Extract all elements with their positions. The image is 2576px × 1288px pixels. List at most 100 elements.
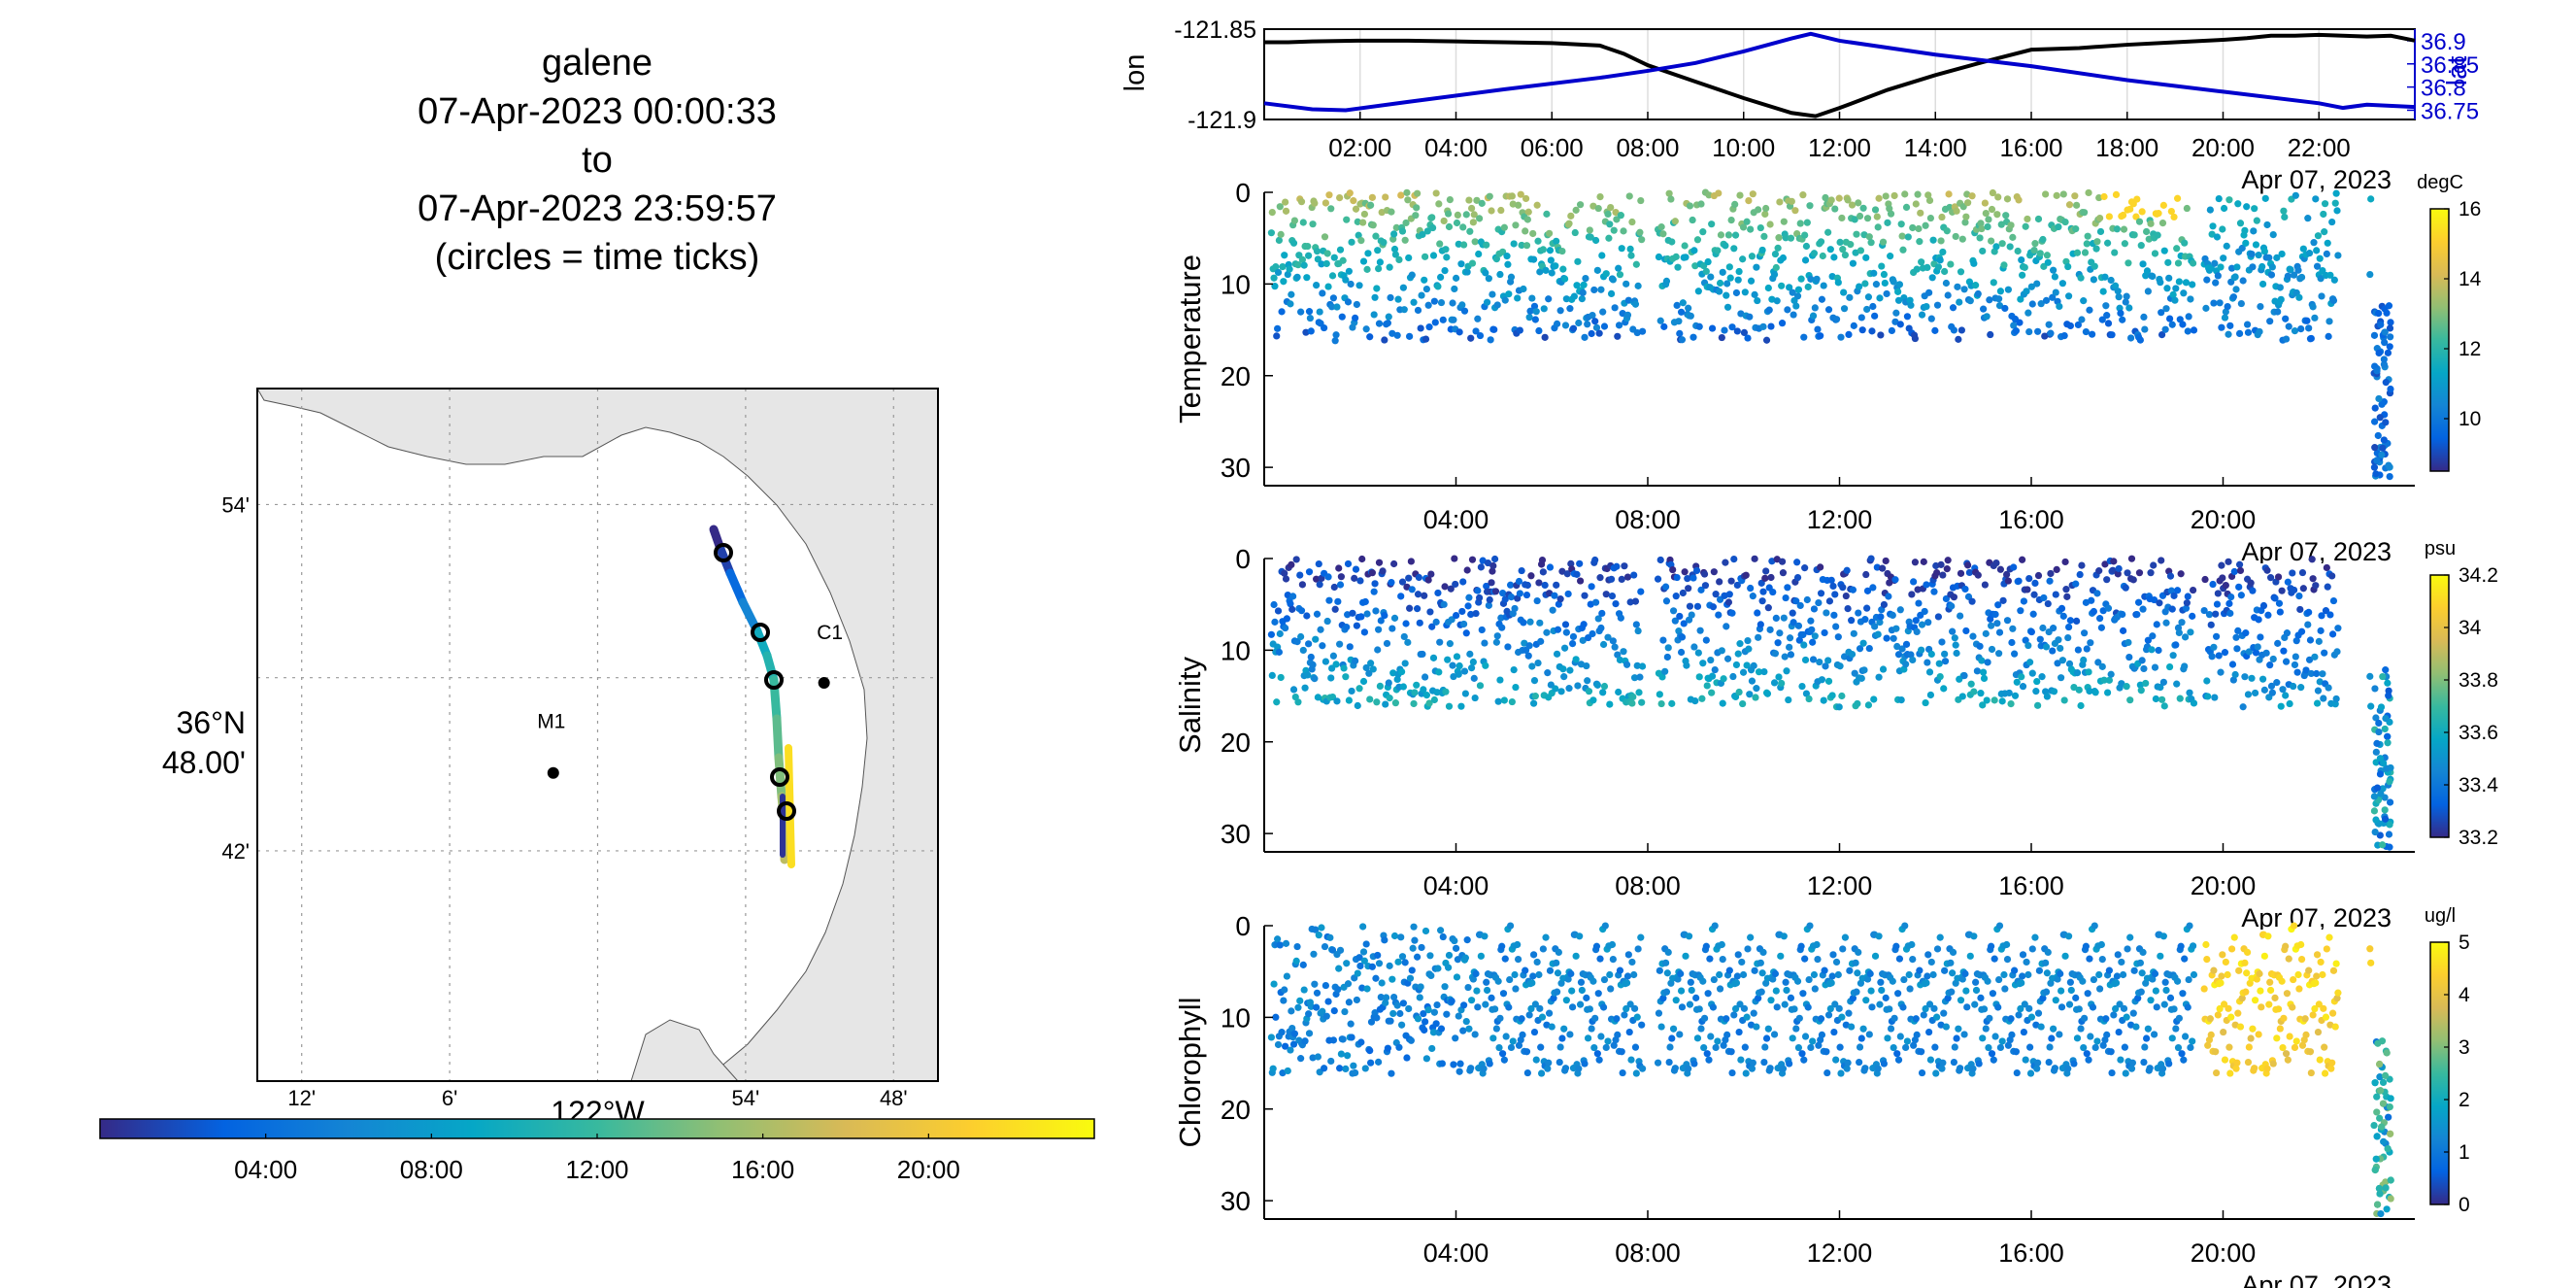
chlorophyll-point xyxy=(2046,1043,2054,1051)
chlorophyll-point xyxy=(1953,1034,1960,1042)
salinity-point xyxy=(2334,625,2342,632)
temperature-point xyxy=(1558,247,1566,255)
temperature-point xyxy=(1984,222,1991,231)
salinity-point xyxy=(1336,581,1345,589)
temperature-point xyxy=(1682,254,1689,261)
salinity-point xyxy=(2095,567,2103,575)
chlorophyll-point xyxy=(1450,1061,1457,1068)
chlorophyll-point xyxy=(1625,1028,1633,1036)
chlorophyll-point xyxy=(1676,1031,1684,1038)
temperature-point xyxy=(1346,189,1354,197)
temperature-point xyxy=(1451,285,1458,293)
temperature-point xyxy=(2219,225,2226,233)
temperature-point xyxy=(2333,207,2341,215)
temperature-point xyxy=(2031,240,2039,248)
salinity-point xyxy=(1489,567,1496,575)
salinity-point xyxy=(1993,620,2001,627)
salinity-point xyxy=(2284,578,2292,586)
chlorophyll-point xyxy=(2306,1048,2315,1056)
temperature-point xyxy=(1457,260,1465,268)
chlorophyll-point xyxy=(2187,1043,2194,1052)
chlorophyll-point xyxy=(1381,936,1388,944)
chlorophyll-point xyxy=(1817,1015,1825,1023)
map-station-marker xyxy=(818,677,830,690)
temperature-point xyxy=(2023,288,2030,295)
salinity-point xyxy=(1467,610,1475,619)
salinity-point xyxy=(1727,577,1735,585)
chlorophyll-point xyxy=(1545,1009,1554,1017)
temperature-point xyxy=(1398,227,1407,235)
salinity-point xyxy=(1365,669,1373,677)
salinity-point xyxy=(2241,673,2249,681)
temperature-point xyxy=(2237,299,2245,308)
chlorophyll-point xyxy=(1494,977,1502,985)
salinity-point xyxy=(2060,696,2068,704)
chlorophyll-point xyxy=(1562,997,1570,1004)
chlorophyll-point xyxy=(1801,1033,1810,1040)
temperature-point xyxy=(1827,196,1835,204)
salinity-point xyxy=(2242,629,2250,637)
chlorophyll-point xyxy=(1461,954,1469,962)
temperature-point xyxy=(1432,189,1440,197)
salinity-point xyxy=(1952,641,1959,649)
temperature-point xyxy=(1835,194,1843,202)
salinity-point xyxy=(2296,605,2304,614)
temperature-point xyxy=(2149,272,2157,281)
chlorophyll-point xyxy=(2000,970,2008,979)
chlorophyll-point xyxy=(1283,972,1291,980)
salinity-point xyxy=(1980,674,1989,683)
chlorophyll-point xyxy=(1856,1058,1863,1067)
temperature-point xyxy=(1273,332,1281,340)
salinity-point xyxy=(2289,569,2296,577)
chlorophyll-point xyxy=(1786,1060,1793,1068)
temperature-point xyxy=(1766,220,1774,228)
temperature-point xyxy=(2045,321,2053,328)
salinity-point xyxy=(2008,638,2016,647)
temperature-point xyxy=(1824,306,1833,314)
salinity-point xyxy=(1348,687,1355,695)
lat-ytick-label: 36.75 xyxy=(2421,98,2479,124)
salinity-point xyxy=(1455,661,1463,670)
chlorophyll-point xyxy=(2241,959,2249,966)
chlorophyll-point xyxy=(1718,940,1725,949)
temperature-point xyxy=(2311,314,2319,322)
chlorophyll-point xyxy=(1439,932,1447,941)
salinity-point xyxy=(1525,642,1533,650)
salinity-point xyxy=(2255,616,2262,624)
chlorophyll-colorbar xyxy=(2429,941,2450,1205)
chlorophyll-point xyxy=(1278,1029,1286,1036)
temperature-point xyxy=(1522,242,1531,250)
temperature-point xyxy=(1360,210,1368,219)
salinity-point xyxy=(1613,562,1621,570)
temperature-point xyxy=(1620,227,1627,235)
chlorophyll-point xyxy=(1538,1013,1547,1021)
salinity-point xyxy=(1702,636,1710,644)
chlorophyll-point xyxy=(2226,1069,2234,1077)
chlorophyll-point xyxy=(1846,966,1854,974)
chlorophyll-point xyxy=(2325,933,2333,941)
temperature-point xyxy=(1362,325,1370,333)
lonlat-xtick-label: 10:00 xyxy=(1712,133,1775,162)
salinity-point xyxy=(2126,696,2134,704)
salinity-point xyxy=(1363,610,1371,618)
temperature-point xyxy=(1533,201,1541,209)
chlorophyll-point xyxy=(2110,1011,2118,1019)
temperature-point xyxy=(1739,255,1747,263)
salinity-point xyxy=(1735,688,1743,696)
temperature-point xyxy=(1857,247,1865,254)
temperature-point xyxy=(2179,321,2187,328)
salinity-point xyxy=(1357,613,1365,621)
chlorophyll-point xyxy=(1422,1055,1430,1063)
chlorophyll-point xyxy=(2206,1015,2214,1023)
chlorophyll-point xyxy=(1740,1004,1749,1012)
temperature-point xyxy=(1355,282,1363,289)
salinity-point xyxy=(1681,568,1689,576)
salinity-point xyxy=(2384,739,2392,747)
temperature-point xyxy=(1359,257,1368,265)
salinity-point xyxy=(1977,690,1985,697)
temperature-point xyxy=(1290,217,1299,224)
salinity-point xyxy=(2158,695,2166,703)
chlorophyll-point xyxy=(2091,1043,2099,1052)
salinity-point xyxy=(1600,682,1609,691)
salinity-point xyxy=(1352,565,1360,573)
